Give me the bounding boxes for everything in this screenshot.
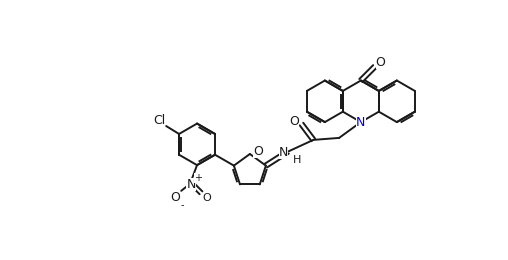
- Text: H: H: [293, 155, 302, 165]
- Text: O: O: [376, 56, 386, 69]
- Text: -: -: [180, 200, 184, 210]
- Text: O: O: [170, 191, 180, 204]
- Text: Cl: Cl: [153, 114, 166, 127]
- Text: N: N: [279, 146, 289, 159]
- Text: O: O: [253, 145, 263, 158]
- Text: N: N: [186, 178, 196, 191]
- Text: O: O: [203, 193, 211, 203]
- Text: +: +: [194, 173, 202, 183]
- Text: N: N: [356, 116, 366, 129]
- Text: O: O: [290, 115, 300, 128]
